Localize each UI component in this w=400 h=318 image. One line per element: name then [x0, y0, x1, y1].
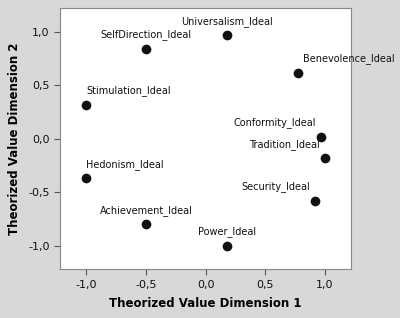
Text: SelfDirection_Ideal: SelfDirection_Ideal [100, 30, 192, 40]
Point [83, 102, 90, 107]
Point [312, 198, 318, 204]
Text: Conformity_Ideal: Conformity_Ideal [234, 117, 316, 128]
Y-axis label: Theorized Value Dimension 2: Theorized Value Dimension 2 [8, 43, 21, 235]
Point [322, 156, 328, 161]
Point [295, 70, 302, 75]
Text: Security_Ideal: Security_Ideal [242, 181, 310, 192]
Point [143, 222, 149, 227]
Text: Tradition_Ideal: Tradition_Ideal [249, 139, 320, 149]
Point [83, 176, 90, 181]
Text: Achievement_Ideal: Achievement_Ideal [100, 205, 192, 216]
Point [224, 243, 230, 248]
Text: Hedonism_Ideal: Hedonism_Ideal [86, 159, 164, 170]
Text: Power_Ideal: Power_Ideal [198, 226, 256, 237]
Point [224, 32, 230, 38]
Text: Universalism_Ideal: Universalism_Ideal [181, 16, 273, 26]
X-axis label: Theorized Value Dimension 1: Theorized Value Dimension 1 [109, 297, 302, 310]
Point [143, 46, 149, 52]
Text: Stimulation_Ideal: Stimulation_Ideal [86, 85, 171, 96]
Text: Benevolence_Ideal: Benevolence_Ideal [303, 53, 395, 64]
Point [318, 134, 324, 139]
